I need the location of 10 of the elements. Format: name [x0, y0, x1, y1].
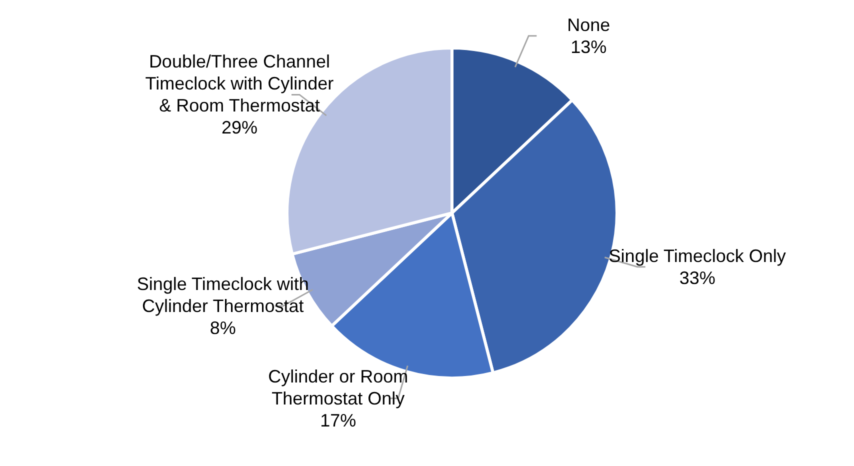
data-label: 17%	[320, 410, 356, 430]
data-label: 13%	[570, 36, 607, 57]
data-label: 8%	[210, 318, 236, 338]
data-label: 33%	[679, 268, 716, 288]
slice-label: Single Timeclock with Cylinder Thermostat	[136, 274, 309, 316]
data-label: 29%	[221, 118, 258, 138]
slice-label: None	[567, 14, 610, 35]
slice-label: Cylinder or Room Thermostat Only	[268, 366, 408, 408]
slice-label: Double/Three Channel Timeclock with Cylinder & Room Thermostat	[145, 52, 334, 116]
slice-label: Single Timeclock Only	[608, 246, 786, 266]
